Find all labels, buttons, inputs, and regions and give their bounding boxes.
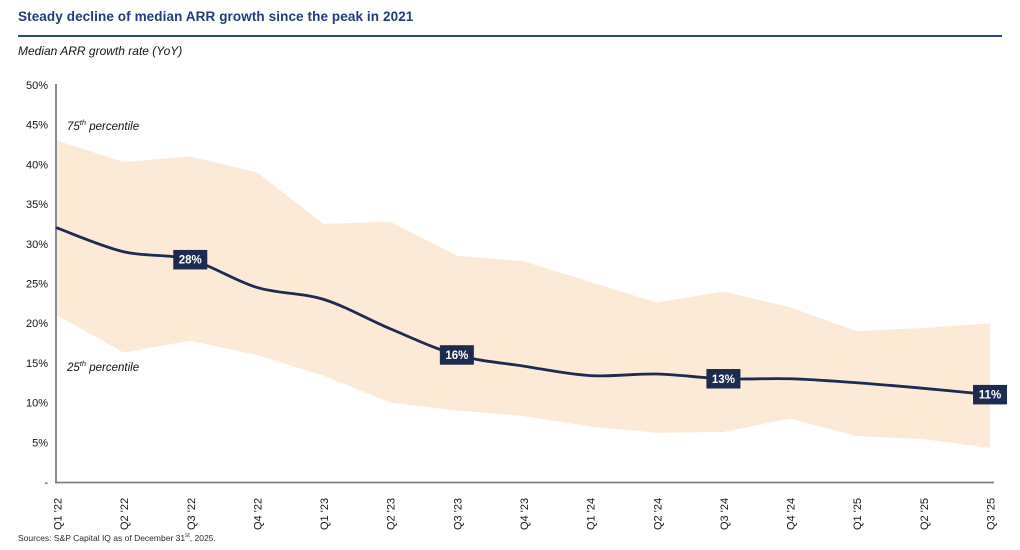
data-callout-box (973, 384, 1007, 405)
p25-percentile-annotation: 25th percentile (67, 359, 139, 374)
p25-annotation-number: 25 (67, 361, 80, 374)
p75-annotation-sup: th (79, 118, 87, 127)
source-sup: st (185, 533, 190, 540)
x-tick-label: Q2 '25 (919, 498, 931, 530)
y-tick-label: 10% (26, 398, 48, 410)
title-rule (18, 35, 1002, 37)
x-tick-label: Q2 '23 (386, 498, 398, 530)
y-tick-label: 20% (26, 318, 48, 330)
data-callout-value: 11% (979, 390, 1001, 402)
x-tick-label: Q4 '22 (252, 498, 264, 530)
x-tick-label: Q3 '25 (986, 498, 998, 530)
y-tick-label: 50% (26, 80, 48, 92)
y-tick-label: 30% (26, 239, 48, 251)
y-tick-label: 45% (26, 120, 48, 132)
x-tick-label: Q4 '24 (786, 498, 798, 530)
y-tick-label: 40% (26, 159, 48, 171)
y-tick-label: 15% (26, 358, 48, 370)
p75-annotation-rest: percentile (86, 120, 140, 133)
x-tick-label: Q1 '25 (852, 498, 864, 530)
x-tick-label: Q2 '22 (119, 498, 131, 530)
x-tick-label: Q2 '24 (652, 498, 664, 530)
page-title: Steady decline of median ARR growth sinc… (18, 9, 414, 24)
x-tick-label: Q1 '23 (319, 498, 331, 530)
x-tick-label: Q3 '23 (452, 498, 464, 530)
data-callout-value: 28% (179, 255, 202, 267)
p75-annotation-number: 75 (67, 120, 80, 133)
axis-units-label: Median ARR growth rate (YoY) (18, 44, 183, 58)
percentile-band-area (57, 140, 990, 448)
y-tick-label: 5% (32, 437, 48, 449)
data-callout-value: 16% (445, 350, 468, 362)
x-tick-label: Q1 '24 (586, 498, 598, 530)
x-tick-label: Q3 '22 (186, 498, 198, 530)
p25-annotation-sup: th (79, 359, 87, 368)
data-callout-value: 13% (712, 374, 735, 386)
median-line (55, 226, 992, 397)
x-tick-label: Q4 '23 (519, 498, 531, 530)
y-tick-label: - (44, 477, 48, 489)
x-tick-label: Q1 '22 (53, 498, 65, 530)
source-note: Sources: S&P Capital IQ as of December 3… (18, 533, 216, 543)
source-text: Sources: S&P Capital IQ as of December 3… (18, 533, 186, 543)
data-callout-box (706, 369, 741, 389)
x-tick-label: Q3 '24 (719, 498, 731, 530)
y-tick-label: 35% (26, 199, 48, 211)
p25-annotation-rest: percentile (86, 361, 140, 374)
p75-percentile-annotation: 75th percentile (67, 118, 139, 133)
source-suffix: , 2025. (189, 533, 216, 543)
data-callout-box (173, 249, 208, 270)
data-callout-box (439, 345, 474, 365)
y-tick-label: 25% (26, 279, 48, 291)
